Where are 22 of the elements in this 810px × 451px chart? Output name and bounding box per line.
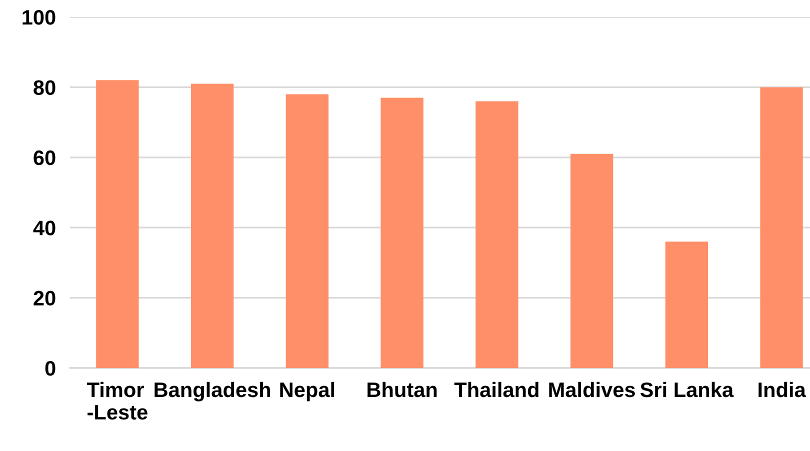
y-tick-label: 100 xyxy=(22,10,56,25)
bar xyxy=(286,94,329,368)
x-tick-label: Bangladesh xyxy=(154,382,270,402)
bar xyxy=(760,87,803,368)
x-tick-label: Thailand xyxy=(454,382,538,398)
x-tick-label: Nepal xyxy=(280,382,334,402)
bar xyxy=(570,154,614,368)
y-tick-label: 20 xyxy=(34,290,56,306)
y-tick-label: 60 xyxy=(34,150,56,166)
bar xyxy=(380,98,424,368)
y-tick-label: 80 xyxy=(34,80,56,95)
bar xyxy=(665,242,708,368)
y-tick-label: 40 xyxy=(33,220,56,236)
x-tick-label: Timor -Leste xyxy=(86,382,148,420)
bar xyxy=(96,80,139,368)
x-tick-label: Maldives xyxy=(549,382,635,398)
y-tick-label: 0 xyxy=(45,361,56,376)
bar xyxy=(476,101,518,368)
bar xyxy=(190,84,234,368)
x-tick-label: India xyxy=(758,382,806,398)
x-tick-label: Bhutan xyxy=(368,382,437,398)
x-tick-label: Sri Lanka xyxy=(640,382,734,398)
